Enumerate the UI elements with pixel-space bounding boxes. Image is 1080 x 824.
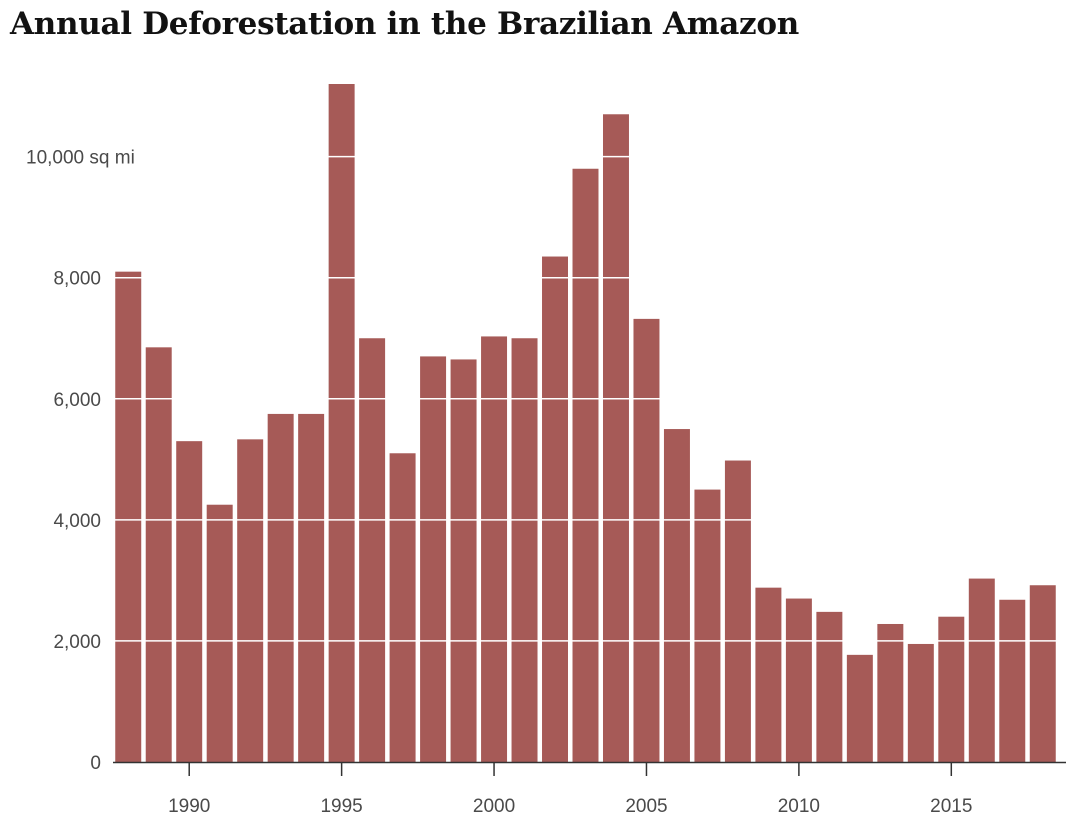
y-tick-label-4000: 4,000	[53, 511, 101, 532]
bar-2001	[511, 338, 538, 762]
x-tick-label-2005: 2005	[625, 796, 667, 817]
y-tick-label-6000: 6,000	[53, 390, 101, 411]
y-tick-label-0: 0	[90, 753, 101, 774]
bar-2016	[968, 578, 995, 762]
bar-1998	[420, 356, 447, 762]
bar-2017	[999, 599, 1026, 762]
bar-2018	[1029, 585, 1056, 762]
bar-1991	[206, 504, 233, 762]
bars-group	[115, 84, 1056, 762]
bar-2008	[724, 460, 751, 762]
y-axis-ticks: 0 2,000 4,000 6,000 8,000 10,000 sq mi	[26, 148, 135, 774]
bar-1999	[450, 359, 477, 762]
bar-2010	[785, 598, 812, 762]
x-tick-label-2010: 2010	[778, 796, 820, 817]
bar-1995	[328, 84, 355, 762]
bar-1997	[389, 453, 416, 762]
y-tick-label-8000: 8,000	[53, 269, 101, 290]
bar-2009	[755, 587, 782, 762]
bar-2004	[602, 114, 629, 762]
bar-1992	[237, 439, 264, 762]
bar-2000	[481, 336, 508, 762]
bar-2007	[694, 489, 721, 762]
y-tick-label-10000: 10,000 sq mi	[26, 148, 135, 169]
bar-2014	[907, 643, 934, 762]
x-tick-label-2015: 2015	[930, 796, 972, 817]
x-tick-label-2000: 2000	[473, 796, 515, 817]
bar-1994	[298, 413, 325, 762]
bar-1988	[115, 271, 142, 762]
gridlines-group	[113, 155, 1058, 642]
bar-2011	[816, 611, 843, 762]
x-tick-label-1995: 1995	[320, 796, 362, 817]
chart-title: Annual Deforestation in the Brazilian Am…	[10, 6, 799, 42]
bar-2003	[572, 168, 599, 762]
bar-1996	[359, 338, 386, 762]
bar-2013	[877, 623, 904, 762]
bar-1993	[267, 413, 294, 762]
x-tick-label-1990: 1990	[168, 796, 210, 817]
bar-2002	[542, 256, 568, 762]
bar-1989	[145, 347, 172, 762]
bar-2015	[938, 616, 965, 762]
x-axis-ticks: 1990 1995 2000 2005 2010 2015	[168, 762, 972, 817]
bar-2006	[663, 429, 690, 762]
bar-2012	[846, 654, 873, 762]
y-tick-label-2000: 2,000	[53, 632, 101, 653]
bar-1990	[176, 441, 203, 762]
bar-2005	[633, 318, 660, 762]
